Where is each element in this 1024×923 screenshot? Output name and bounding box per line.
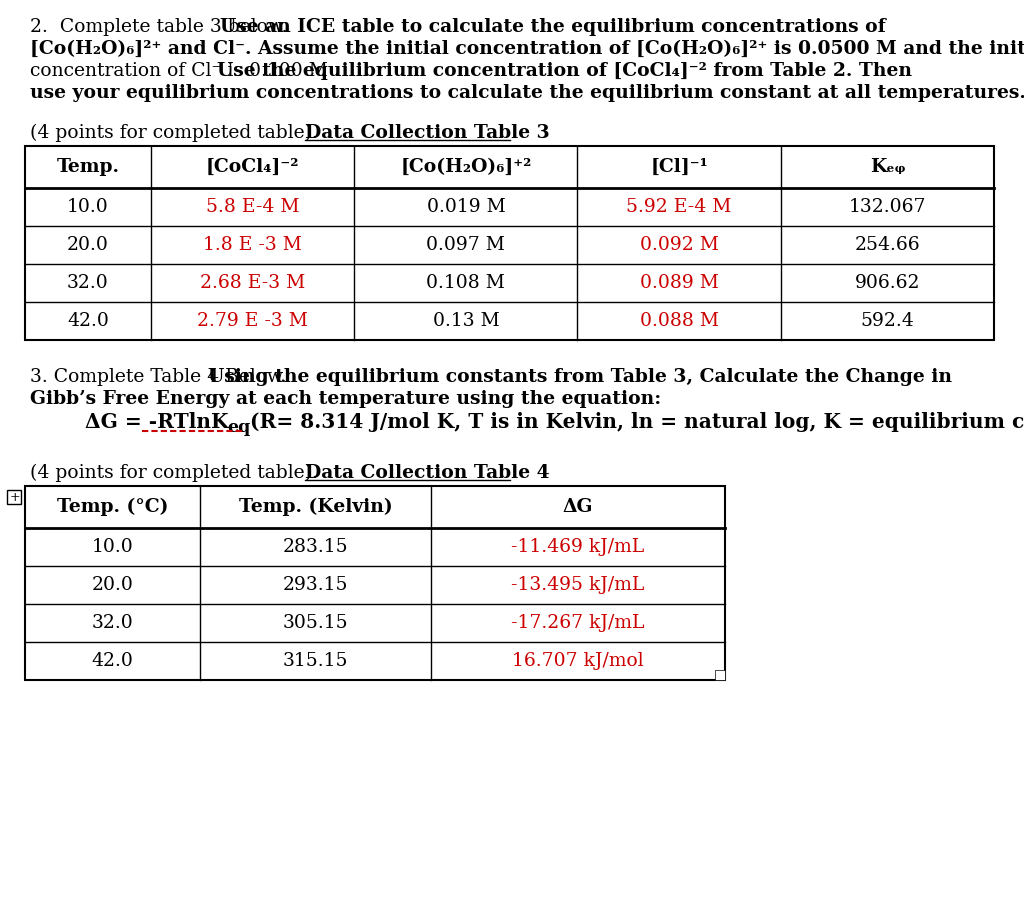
- Text: [Co(H₂O)₆]⁺²: [Co(H₂O)₆]⁺²: [400, 158, 531, 176]
- Text: 3. Complete Table 4 Below.: 3. Complete Table 4 Below.: [30, 368, 293, 386]
- Text: 20.0: 20.0: [67, 236, 109, 254]
- Text: 0.13 M: 0.13 M: [432, 312, 500, 330]
- Text: 293.15: 293.15: [283, 576, 348, 594]
- Text: 42.0: 42.0: [91, 652, 133, 670]
- Text: use your equilibrium concentrations to calculate the equilibrium constant at all: use your equilibrium concentrations to c…: [30, 84, 1024, 102]
- Text: (4 points for completed table).: (4 points for completed table).: [30, 124, 317, 142]
- Text: 0.108 M: 0.108 M: [426, 274, 505, 292]
- Text: 10.0: 10.0: [91, 538, 133, 556]
- Text: 906.62: 906.62: [855, 274, 921, 292]
- Text: Use an ICE table to calculate the equilibrium concentrations of: Use an ICE table to calculate the equili…: [220, 18, 886, 36]
- Text: -13.495 kJ/mL: -13.495 kJ/mL: [511, 576, 645, 594]
- Text: 0.092 M: 0.092 M: [640, 236, 719, 254]
- Text: 0.097 M: 0.097 M: [426, 236, 505, 254]
- Text: Temp.: Temp.: [56, 158, 120, 176]
- Text: [CoCl₄]⁻²: [CoCl₄]⁻²: [206, 158, 299, 176]
- Text: 42.0: 42.0: [67, 312, 109, 330]
- Text: Use the equilibrium concentration of [CoCl₄]⁻² from Table 2. Then: Use the equilibrium concentration of [Co…: [217, 62, 912, 80]
- Text: -11.469 kJ/mL: -11.469 kJ/mL: [511, 538, 645, 556]
- Text: Temp. (Kelvin): Temp. (Kelvin): [239, 497, 392, 516]
- Text: ΔG: ΔG: [563, 498, 593, 516]
- Text: 283.15: 283.15: [283, 538, 348, 556]
- Text: 305.15: 305.15: [283, 614, 348, 632]
- Text: 2.79 E -3 M: 2.79 E -3 M: [198, 312, 308, 330]
- Text: [Cl]⁻¹: [Cl]⁻¹: [650, 158, 708, 176]
- Text: concentration of Cl⁻ is 0.100 M .: concentration of Cl⁻ is 0.100 M .: [30, 62, 346, 80]
- Text: eq: eq: [227, 419, 250, 436]
- Text: 5.92 E-4 M: 5.92 E-4 M: [627, 198, 732, 216]
- Text: [Co(H₂O)₆]²⁺ and Cl⁻. Assume the initial concentration of [Co(H₂O)₆]²⁺ is 0.0500: [Co(H₂O)₆]²⁺ and Cl⁻. Assume the initial…: [30, 40, 1024, 58]
- Text: 1.8 E -3 M: 1.8 E -3 M: [204, 236, 302, 254]
- Text: +: +: [10, 491, 20, 504]
- Text: Kₑᵩ: Kₑᵩ: [869, 158, 905, 176]
- Text: 2.  Complete table 3 below.: 2. Complete table 3 below.: [30, 18, 294, 36]
- Text: 10.0: 10.0: [68, 198, 109, 216]
- Text: -17.267 kJ/mL: -17.267 kJ/mL: [511, 614, 645, 632]
- Bar: [715, 670, 725, 680]
- Text: Using the equilibrium constants from Table 3, Calculate the Change in: Using the equilibrium constants from Tab…: [208, 368, 952, 386]
- Text: 16.707 kJ/mol: 16.707 kJ/mol: [512, 652, 644, 670]
- Text: (4 points for completed table).: (4 points for completed table).: [30, 464, 317, 482]
- Text: Data Collection Table 3: Data Collection Table 3: [305, 124, 550, 142]
- Text: 5.8 E-4 M: 5.8 E-4 M: [206, 198, 299, 216]
- Bar: [25, 146, 994, 340]
- Text: 32.0: 32.0: [68, 274, 109, 292]
- Bar: [25, 486, 725, 680]
- Text: 2.68 E-3 M: 2.68 E-3 M: [200, 274, 305, 292]
- Text: ΔG = -RTlnK: ΔG = -RTlnK: [85, 412, 228, 432]
- Text: 254.66: 254.66: [855, 236, 921, 254]
- Text: +: +: [8, 494, 19, 508]
- Text: Temp. (°C): Temp. (°C): [56, 497, 168, 516]
- Text: 0.088 M: 0.088 M: [640, 312, 719, 330]
- Text: Data Collection Table 4: Data Collection Table 4: [305, 464, 550, 482]
- Text: Gibb’s Free Energy at each temperature using the equation:: Gibb’s Free Energy at each temperature u…: [30, 390, 662, 408]
- Text: 132.067: 132.067: [849, 198, 926, 216]
- Text: 32.0: 32.0: [91, 614, 133, 632]
- Bar: [7, 490, 22, 504]
- Text: (R= 8.314 J/mol K, T is in Kelvin, ln = natural log, K = equilibrium constant): (R= 8.314 J/mol K, T is in Kelvin, ln = …: [243, 412, 1024, 432]
- Text: 0.019 M: 0.019 M: [427, 198, 505, 216]
- Text: 0.089 M: 0.089 M: [640, 274, 719, 292]
- Text: 20.0: 20.0: [91, 576, 133, 594]
- Text: 592.4: 592.4: [860, 312, 914, 330]
- Text: 315.15: 315.15: [283, 652, 348, 670]
